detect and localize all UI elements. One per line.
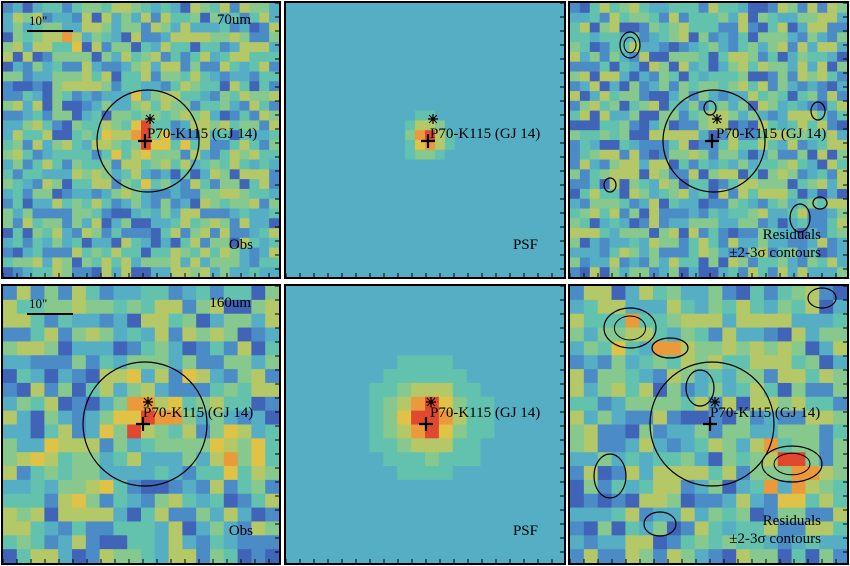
panel-70um-psf: PSF P70-K115 (GJ 14) [284, 1, 566, 279]
axis-ticks [3, 3, 279, 277]
position-cross-marker [705, 134, 719, 148]
contour-note: ±2-3σ contours [729, 531, 821, 547]
source-label: P70-K115 (GJ 14) [147, 126, 258, 142]
source-label: P70-K115 (GJ 14) [710, 405, 821, 421]
position-cross-marker [421, 134, 435, 148]
source-label: P70-K115 (GJ 14) [143, 405, 254, 421]
aperture-circle [662, 89, 766, 193]
contour [685, 369, 715, 407]
position-cross-marker [138, 134, 152, 148]
pixel-grid [570, 286, 847, 563]
asterisk-marker [710, 397, 720, 407]
panel-160um-psf: PSF P70-K115 (GJ 14) [284, 284, 566, 565]
position-cross-marker [703, 417, 717, 431]
position-cross-marker [136, 417, 150, 431]
contour [613, 315, 647, 341]
panel-160um-residuals: Residuals ±2-3σ contours P70-K115 (GJ 14… [568, 284, 849, 565]
contour [703, 100, 717, 116]
asterisk-marker [426, 397, 436, 407]
panel-kind-label: PSF [512, 237, 538, 253]
panel-kind-label: PSF [512, 523, 538, 539]
panel-kind-label: Residuals [762, 513, 821, 529]
contour [619, 31, 641, 59]
contour [643, 511, 677, 537]
axis-ticks [570, 286, 847, 563]
aperture-circle [649, 361, 775, 487]
pixel-grid [570, 3, 847, 277]
pixel-grid [3, 3, 279, 277]
contour-note: ±2-3σ contours [729, 245, 821, 261]
contour [651, 337, 689, 359]
contour [603, 177, 617, 193]
asterisk-marker [143, 397, 153, 407]
scale-bar [27, 30, 73, 32]
panel-70um-obs: 10" 70um Obs P70-K115 (GJ 14) [1, 1, 281, 279]
contour [812, 196, 828, 210]
contour [789, 203, 811, 233]
source-label: P70-K115 (GJ 14) [430, 405, 541, 421]
axis-ticks [3, 286, 279, 563]
pixel-grid [286, 286, 564, 563]
axis-ticks [286, 286, 564, 563]
panel-kind-label: Residuals [762, 227, 821, 243]
panel-kind-label: Obs [228, 237, 253, 253]
contour [623, 36, 637, 54]
scale-label: 10" [29, 296, 48, 311]
residual-map [570, 3, 847, 277]
position-cross-marker [419, 417, 433, 431]
contour [603, 307, 657, 349]
source-label: P70-K115 (GJ 14) [716, 126, 827, 142]
asterisk-marker [712, 114, 722, 124]
source-label: P70-K115 (GJ 14) [430, 126, 541, 142]
band-label: 160um [209, 295, 251, 311]
pixel-grid [286, 3, 564, 277]
aperture-circle [82, 361, 208, 487]
scale-bar [27, 313, 73, 315]
residual-map [570, 286, 847, 563]
noise-map [3, 3, 279, 277]
asterisk-marker [145, 114, 155, 124]
pixel-grid [3, 286, 279, 563]
scale-label: 10" [29, 13, 48, 28]
axis-ticks [286, 3, 564, 277]
aperture-circle [96, 89, 200, 193]
panel-160um-obs: 10" 160um Obs P70-K115 (GJ 14) [1, 284, 281, 565]
contour [807, 287, 837, 309]
panel-70um-residuals: Residuals ±2-3σ contours P70-K115 (GJ 14… [568, 1, 849, 279]
asterisk-marker [428, 114, 438, 124]
band-label: 70um [216, 12, 251, 28]
contour [810, 101, 826, 121]
psf-map [286, 3, 564, 277]
noise-map [3, 286, 279, 563]
psf-map [286, 286, 564, 563]
contour [761, 445, 823, 483]
panel-kind-label: Obs [228, 523, 253, 539]
contour [773, 452, 811, 476]
contour [593, 453, 627, 499]
axis-ticks [570, 3, 847, 277]
